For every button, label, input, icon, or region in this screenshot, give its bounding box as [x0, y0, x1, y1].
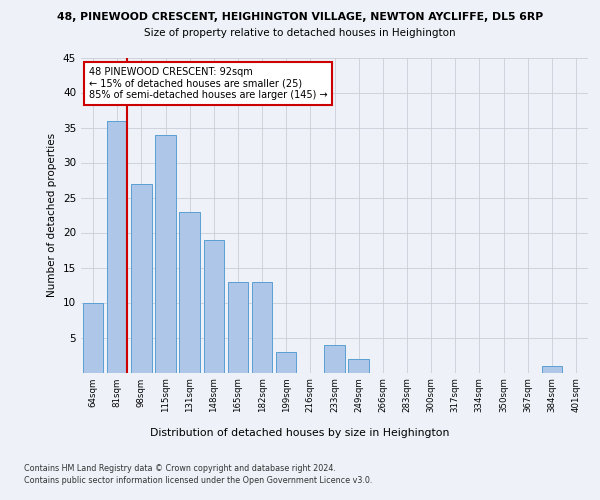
Text: Size of property relative to detached houses in Heighington: Size of property relative to detached ho…: [144, 28, 456, 38]
Bar: [107, 120, 127, 372]
Text: Contains public sector information licensed under the Open Government Licence v3: Contains public sector information licen…: [24, 476, 373, 485]
Text: 48, PINEWOOD CRESCENT, HEIGHINGTON VILLAGE, NEWTON AYCLIFFE, DL5 6RP: 48, PINEWOOD CRESCENT, HEIGHINGTON VILLA…: [57, 12, 543, 22]
Bar: [179, 212, 200, 372]
Bar: [203, 240, 224, 372]
Bar: [349, 358, 369, 372]
Text: Contains HM Land Registry data © Crown copyright and database right 2024.: Contains HM Land Registry data © Crown c…: [24, 464, 336, 473]
Y-axis label: Number of detached properties: Number of detached properties: [47, 133, 58, 297]
Bar: [131, 184, 152, 372]
Text: Distribution of detached houses by size in Heighington: Distribution of detached houses by size …: [151, 428, 449, 438]
Bar: [542, 366, 562, 372]
Text: 48 PINEWOOD CRESCENT: 92sqm
← 15% of detached houses are smaller (25)
85% of sem: 48 PINEWOOD CRESCENT: 92sqm ← 15% of det…: [89, 67, 327, 100]
Bar: [227, 282, 248, 372]
Bar: [276, 352, 296, 372]
Bar: [252, 282, 272, 372]
Bar: [324, 344, 345, 372]
Bar: [83, 302, 103, 372]
Bar: [155, 134, 176, 372]
